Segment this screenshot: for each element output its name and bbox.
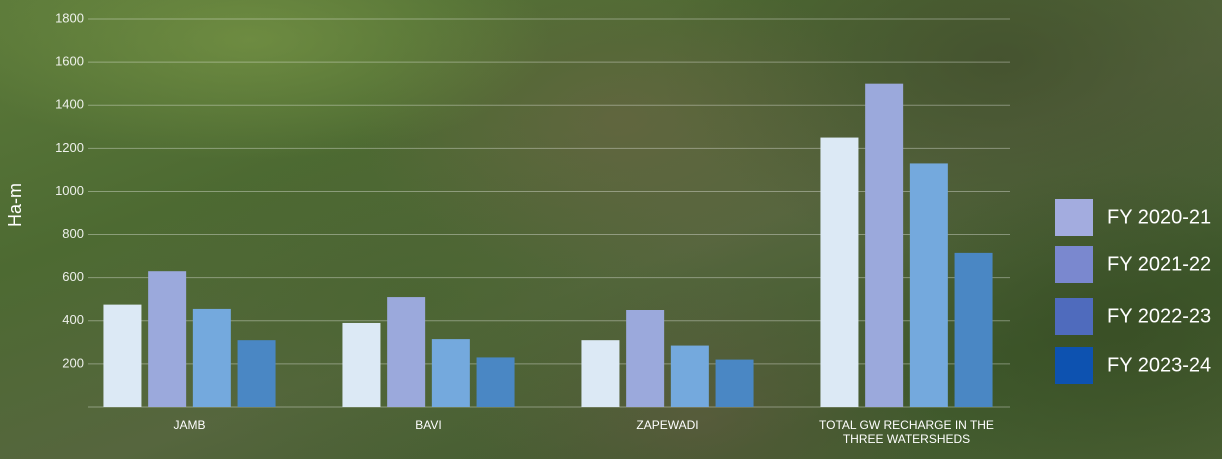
x-tick-label-box: BAVI xyxy=(415,418,442,432)
bar xyxy=(715,359,754,407)
y-tick-label: 600 xyxy=(62,269,84,284)
bar xyxy=(103,304,142,407)
bar xyxy=(148,271,187,407)
bar xyxy=(342,322,381,407)
legend-label: FY 2023-24 xyxy=(1107,354,1211,376)
x-tick-label: TOTAL GW RECHARGE IN THE THREE WATERSHED… xyxy=(819,418,994,446)
bar xyxy=(626,310,665,407)
x-tick-label: BAVI xyxy=(415,418,442,432)
y-tick-label: 1800 xyxy=(55,10,84,25)
bar xyxy=(237,340,276,407)
bar xyxy=(670,345,709,407)
legend-swatch xyxy=(1055,347,1093,384)
y-tick-label: 200 xyxy=(62,355,84,370)
bar xyxy=(431,339,470,407)
bar xyxy=(581,340,620,407)
legend-swatch xyxy=(1055,199,1093,236)
x-tick-label: ZAPEWADI xyxy=(636,418,699,432)
bar xyxy=(865,83,904,408)
bar xyxy=(387,297,426,407)
y-tick-label: 800 xyxy=(62,226,84,241)
legend-label: FY 2020-21 xyxy=(1107,206,1211,228)
bar xyxy=(192,308,231,407)
y-tick-label: 1200 xyxy=(55,140,84,155)
legend-label: FY 2021-22 xyxy=(1107,253,1211,275)
bar xyxy=(476,357,515,407)
y-tick-label: 1000 xyxy=(55,183,84,198)
legend-label: FY 2022-23 xyxy=(1107,305,1211,327)
legend-swatch xyxy=(1055,298,1093,335)
bar xyxy=(909,163,948,407)
y-tick-label: 1600 xyxy=(55,54,84,69)
x-tick-label-box: ZAPEWADI xyxy=(636,418,699,432)
x-tick-label-box: JAMB xyxy=(173,418,206,432)
bar xyxy=(954,252,993,407)
y-axis-label: Ha-m xyxy=(5,183,25,227)
x-tick-label-box: TOTAL GW RECHARGE IN THE THREE WATERSHED… xyxy=(819,418,994,446)
y-tick-label: 1400 xyxy=(55,97,84,112)
bar xyxy=(820,137,859,408)
x-tick-label: JAMB xyxy=(173,418,206,432)
legend-swatch xyxy=(1055,246,1093,283)
y-tick-label: 400 xyxy=(62,312,84,327)
